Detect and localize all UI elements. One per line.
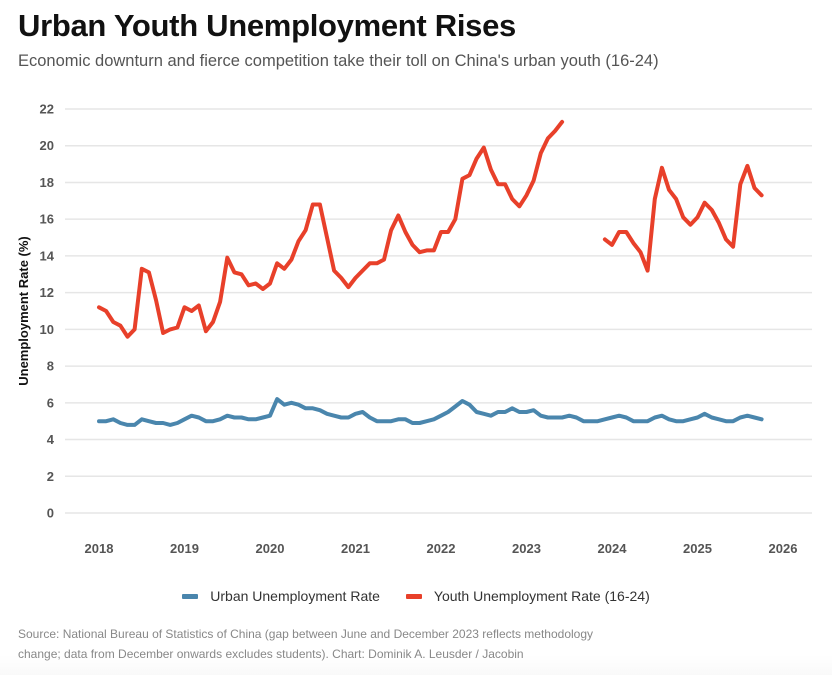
x-tick-label: 2020	[256, 541, 285, 556]
x-tick-label: 2018	[85, 541, 114, 556]
gridlines	[65, 108, 812, 514]
legend-label-urban: Urban Unemployment Rate	[210, 588, 380, 604]
y-tick-label: 8	[47, 359, 54, 374]
y-tick-label: 18	[40, 175, 54, 190]
y-tick-label: 4	[47, 432, 55, 447]
x-tick-label: 2026	[769, 541, 798, 556]
y-tick-label: 6	[47, 395, 54, 410]
series-lines	[97, 119, 764, 427]
x-tick-label: 2019	[170, 541, 199, 556]
y-tick-label: 22	[40, 102, 54, 117]
x-tick-label: 2023	[512, 541, 541, 556]
youth-unemployment-line-segment-2	[602, 163, 764, 273]
legend-swatch-urban	[182, 593, 199, 599]
y-tick-label: 12	[40, 285, 54, 300]
chart-subtitle: Economic downturn and fierce competition…	[18, 52, 659, 70]
y-axis-ticks: 0 2 4 6 8 10 12 14 16 18 20 22	[40, 102, 55, 521]
legend-item-urban[interactable]: Urban Unemployment Rate	[182, 588, 380, 604]
legend-item-youth[interactable]: Youth Unemployment Rate (16-24)	[405, 588, 650, 604]
legend-swatch-youth	[405, 593, 422, 599]
y-axis-title: Unemployment Rate (%)	[16, 236, 31, 386]
y-tick-label: 20	[40, 138, 54, 153]
y-tick-label: 0	[47, 506, 54, 521]
source-note: Source: National Bureau of Statistics of…	[18, 627, 594, 661]
x-tick-label: 2025	[683, 541, 712, 556]
legend-label-youth: Youth Unemployment Rate (16-24)	[433, 588, 650, 604]
x-tick-label: 2022	[427, 541, 456, 556]
x-axis-ticks: 2018 2019 2020 2021 2022 2023 2024 2025 2026	[85, 541, 798, 556]
youth-unemployment-line-segment-1	[97, 119, 565, 339]
chart-title: Urban Youth Unemployment Rises	[18, 8, 516, 43]
y-tick-label: 14	[40, 248, 55, 263]
x-tick-label: 2021	[341, 541, 370, 556]
legend: Urban Unemployment Rate Youth Unemployme…	[0, 588, 832, 604]
urban-unemployment-line	[97, 397, 764, 427]
y-tick-label: 10	[40, 322, 54, 337]
y-tick-label: 2	[47, 469, 54, 484]
y-tick-label: 16	[40, 212, 54, 227]
x-tick-label: 2024	[598, 541, 628, 556]
